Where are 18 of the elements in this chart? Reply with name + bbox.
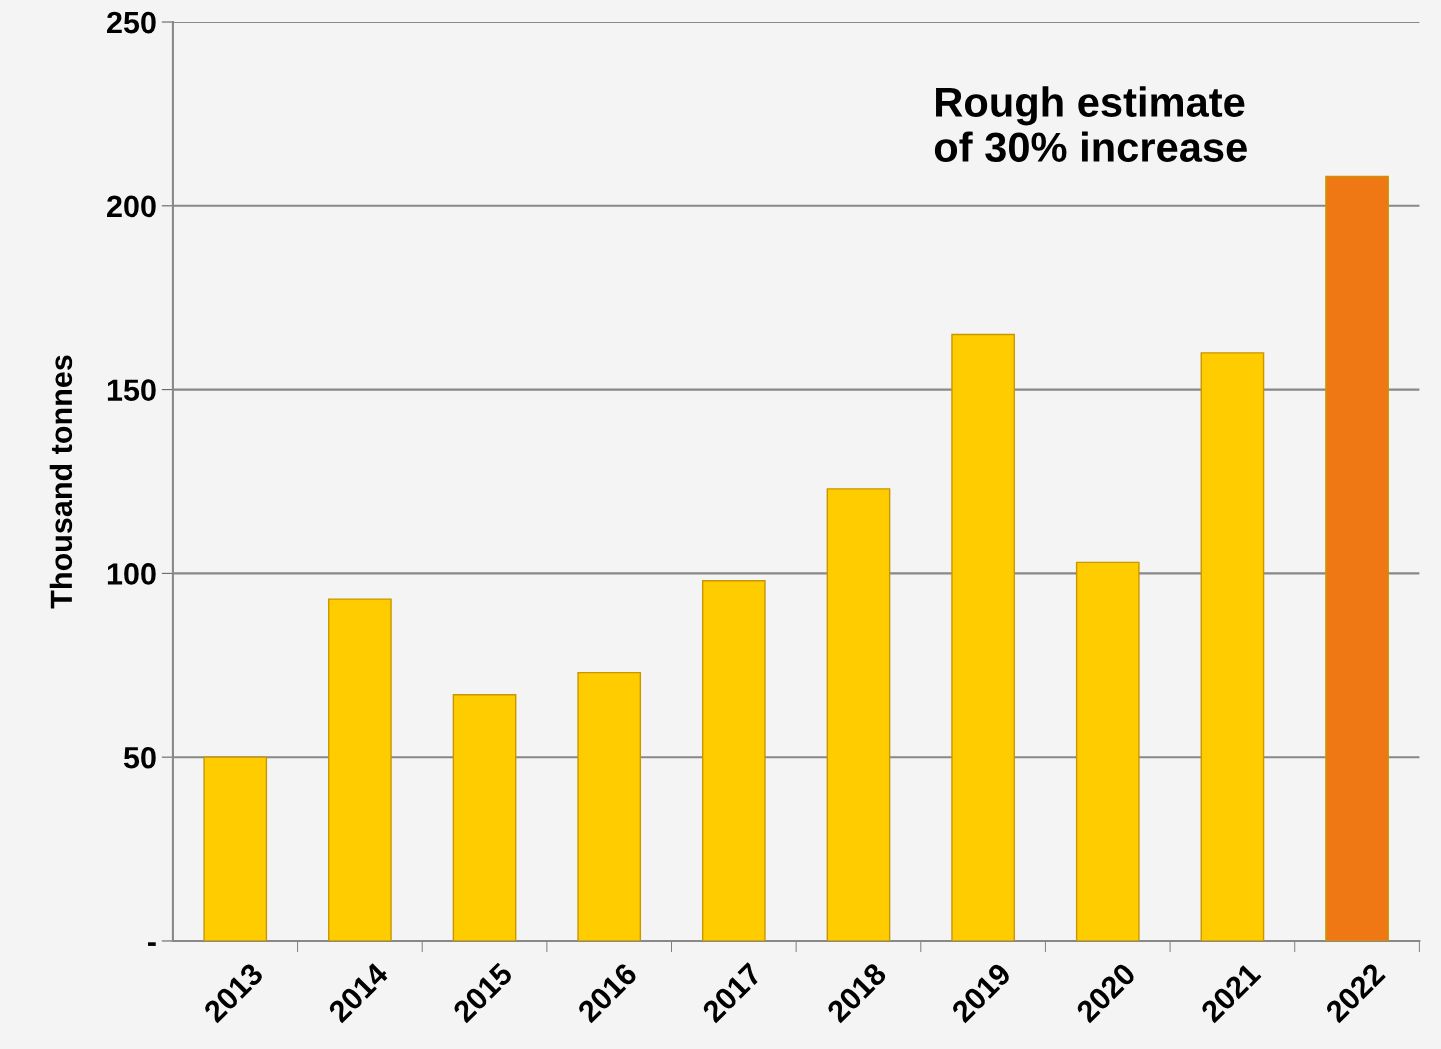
bar xyxy=(452,693,517,941)
bar xyxy=(1325,175,1389,941)
bar xyxy=(826,488,891,941)
bar xyxy=(951,333,1015,941)
y-tick-label: 200 xyxy=(107,195,156,218)
y-tick-label: 250 xyxy=(107,11,156,34)
bar xyxy=(1200,352,1265,941)
bar xyxy=(203,756,268,941)
annotation: Rough estimate of 30% increase xyxy=(934,86,1247,163)
y-tick-label: 150 xyxy=(107,379,156,401)
bar xyxy=(701,580,766,941)
y-axis-title: Thousand tonnes xyxy=(49,355,73,609)
bar xyxy=(328,598,392,941)
bar xyxy=(1075,561,1140,941)
bar xyxy=(577,671,642,941)
y-tick-label: 50 xyxy=(123,746,156,769)
y-tick-label: 100 xyxy=(107,563,156,585)
y-tick-label: - xyxy=(147,942,156,946)
